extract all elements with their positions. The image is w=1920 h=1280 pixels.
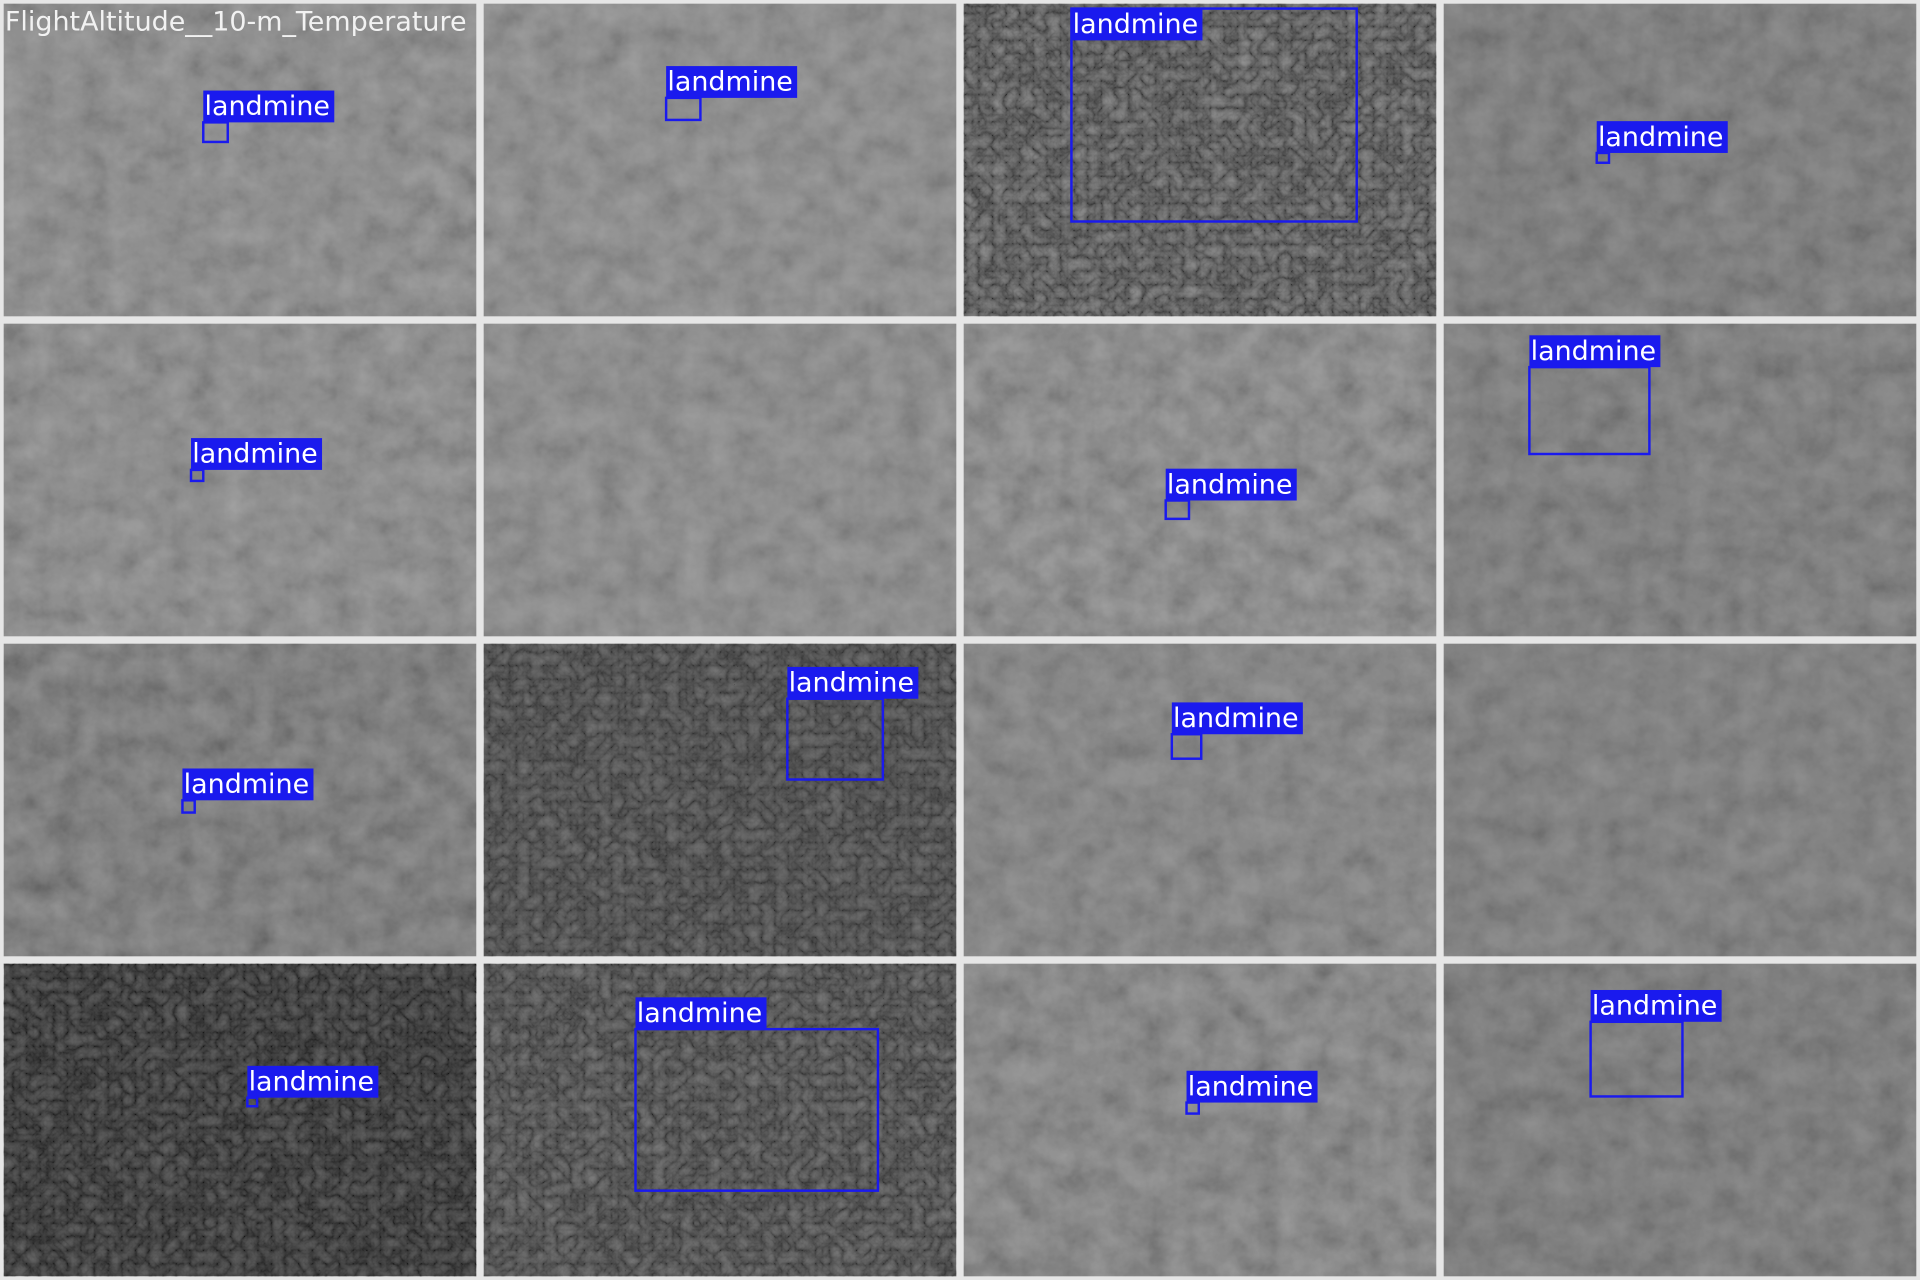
image-tile [960, 0, 1440, 320]
detection-label: landmine [1173, 703, 1299, 734]
detection-label: landmine [789, 668, 915, 699]
detection-label: landmine [1167, 469, 1293, 500]
image-texture [1443, 643, 1917, 957]
image-tile [480, 0, 960, 320]
detection-label-bg [191, 438, 323, 470]
detection-label-bg [666, 66, 798, 98]
image-tile [960, 640, 1440, 960]
image-tile [0, 320, 480, 640]
detection-label-bg [1590, 989, 1722, 1022]
detection-label-bg [1165, 468, 1297, 501]
detection-label-bg [635, 997, 767, 1030]
image-tile [1440, 320, 1920, 640]
detection-label: landmine [637, 998, 763, 1029]
image-texture [3, 323, 477, 637]
detection-label-bg [182, 768, 314, 801]
detection-label-bg [1071, 8, 1203, 41]
detection-label: landmine [204, 91, 330, 122]
image-tile [1440, 0, 1920, 320]
detection-label-bg [1186, 1070, 1318, 1103]
detection-label-bg [787, 666, 919, 699]
detection-label: landmine [249, 1066, 375, 1097]
image-tile [480, 960, 960, 1280]
detection-label: landmine [184, 769, 310, 800]
detection-label: landmine [1598, 122, 1724, 153]
detection-label-bg [1529, 335, 1661, 368]
image-tile [0, 960, 480, 1280]
detection-label: landmine [1073, 9, 1199, 40]
image-texture [3, 3, 477, 317]
image-tile [1440, 640, 1920, 960]
detection-label-bg [1171, 702, 1303, 735]
image-tile [480, 320, 960, 640]
detection-box [1070, 7, 1358, 223]
image-texture [963, 3, 1437, 317]
image-texture [1443, 3, 1917, 317]
detection-label-bg [1596, 121, 1728, 153]
image-texture [963, 643, 1437, 957]
detection-label: landmine [192, 439, 318, 470]
detection-label: landmine [1592, 991, 1718, 1022]
detection-label: landmine [1531, 336, 1657, 367]
detection-label-bg [203, 90, 335, 123]
image-texture [483, 323, 957, 637]
image-texture [483, 3, 957, 317]
tile-title: FlightAltitude__10-m_Temperature [5, 7, 467, 38]
image-texture [1443, 323, 1917, 637]
image-texture [3, 963, 477, 1277]
detection-label: landmine [667, 67, 793, 98]
image-tile [0, 0, 480, 320]
detection-label: landmine [1188, 1071, 1314, 1102]
image-texture [963, 963, 1437, 1277]
image-tile [960, 960, 1440, 1280]
detection-label-bg [247, 1065, 379, 1098]
detection-box [246, 1096, 259, 1108]
